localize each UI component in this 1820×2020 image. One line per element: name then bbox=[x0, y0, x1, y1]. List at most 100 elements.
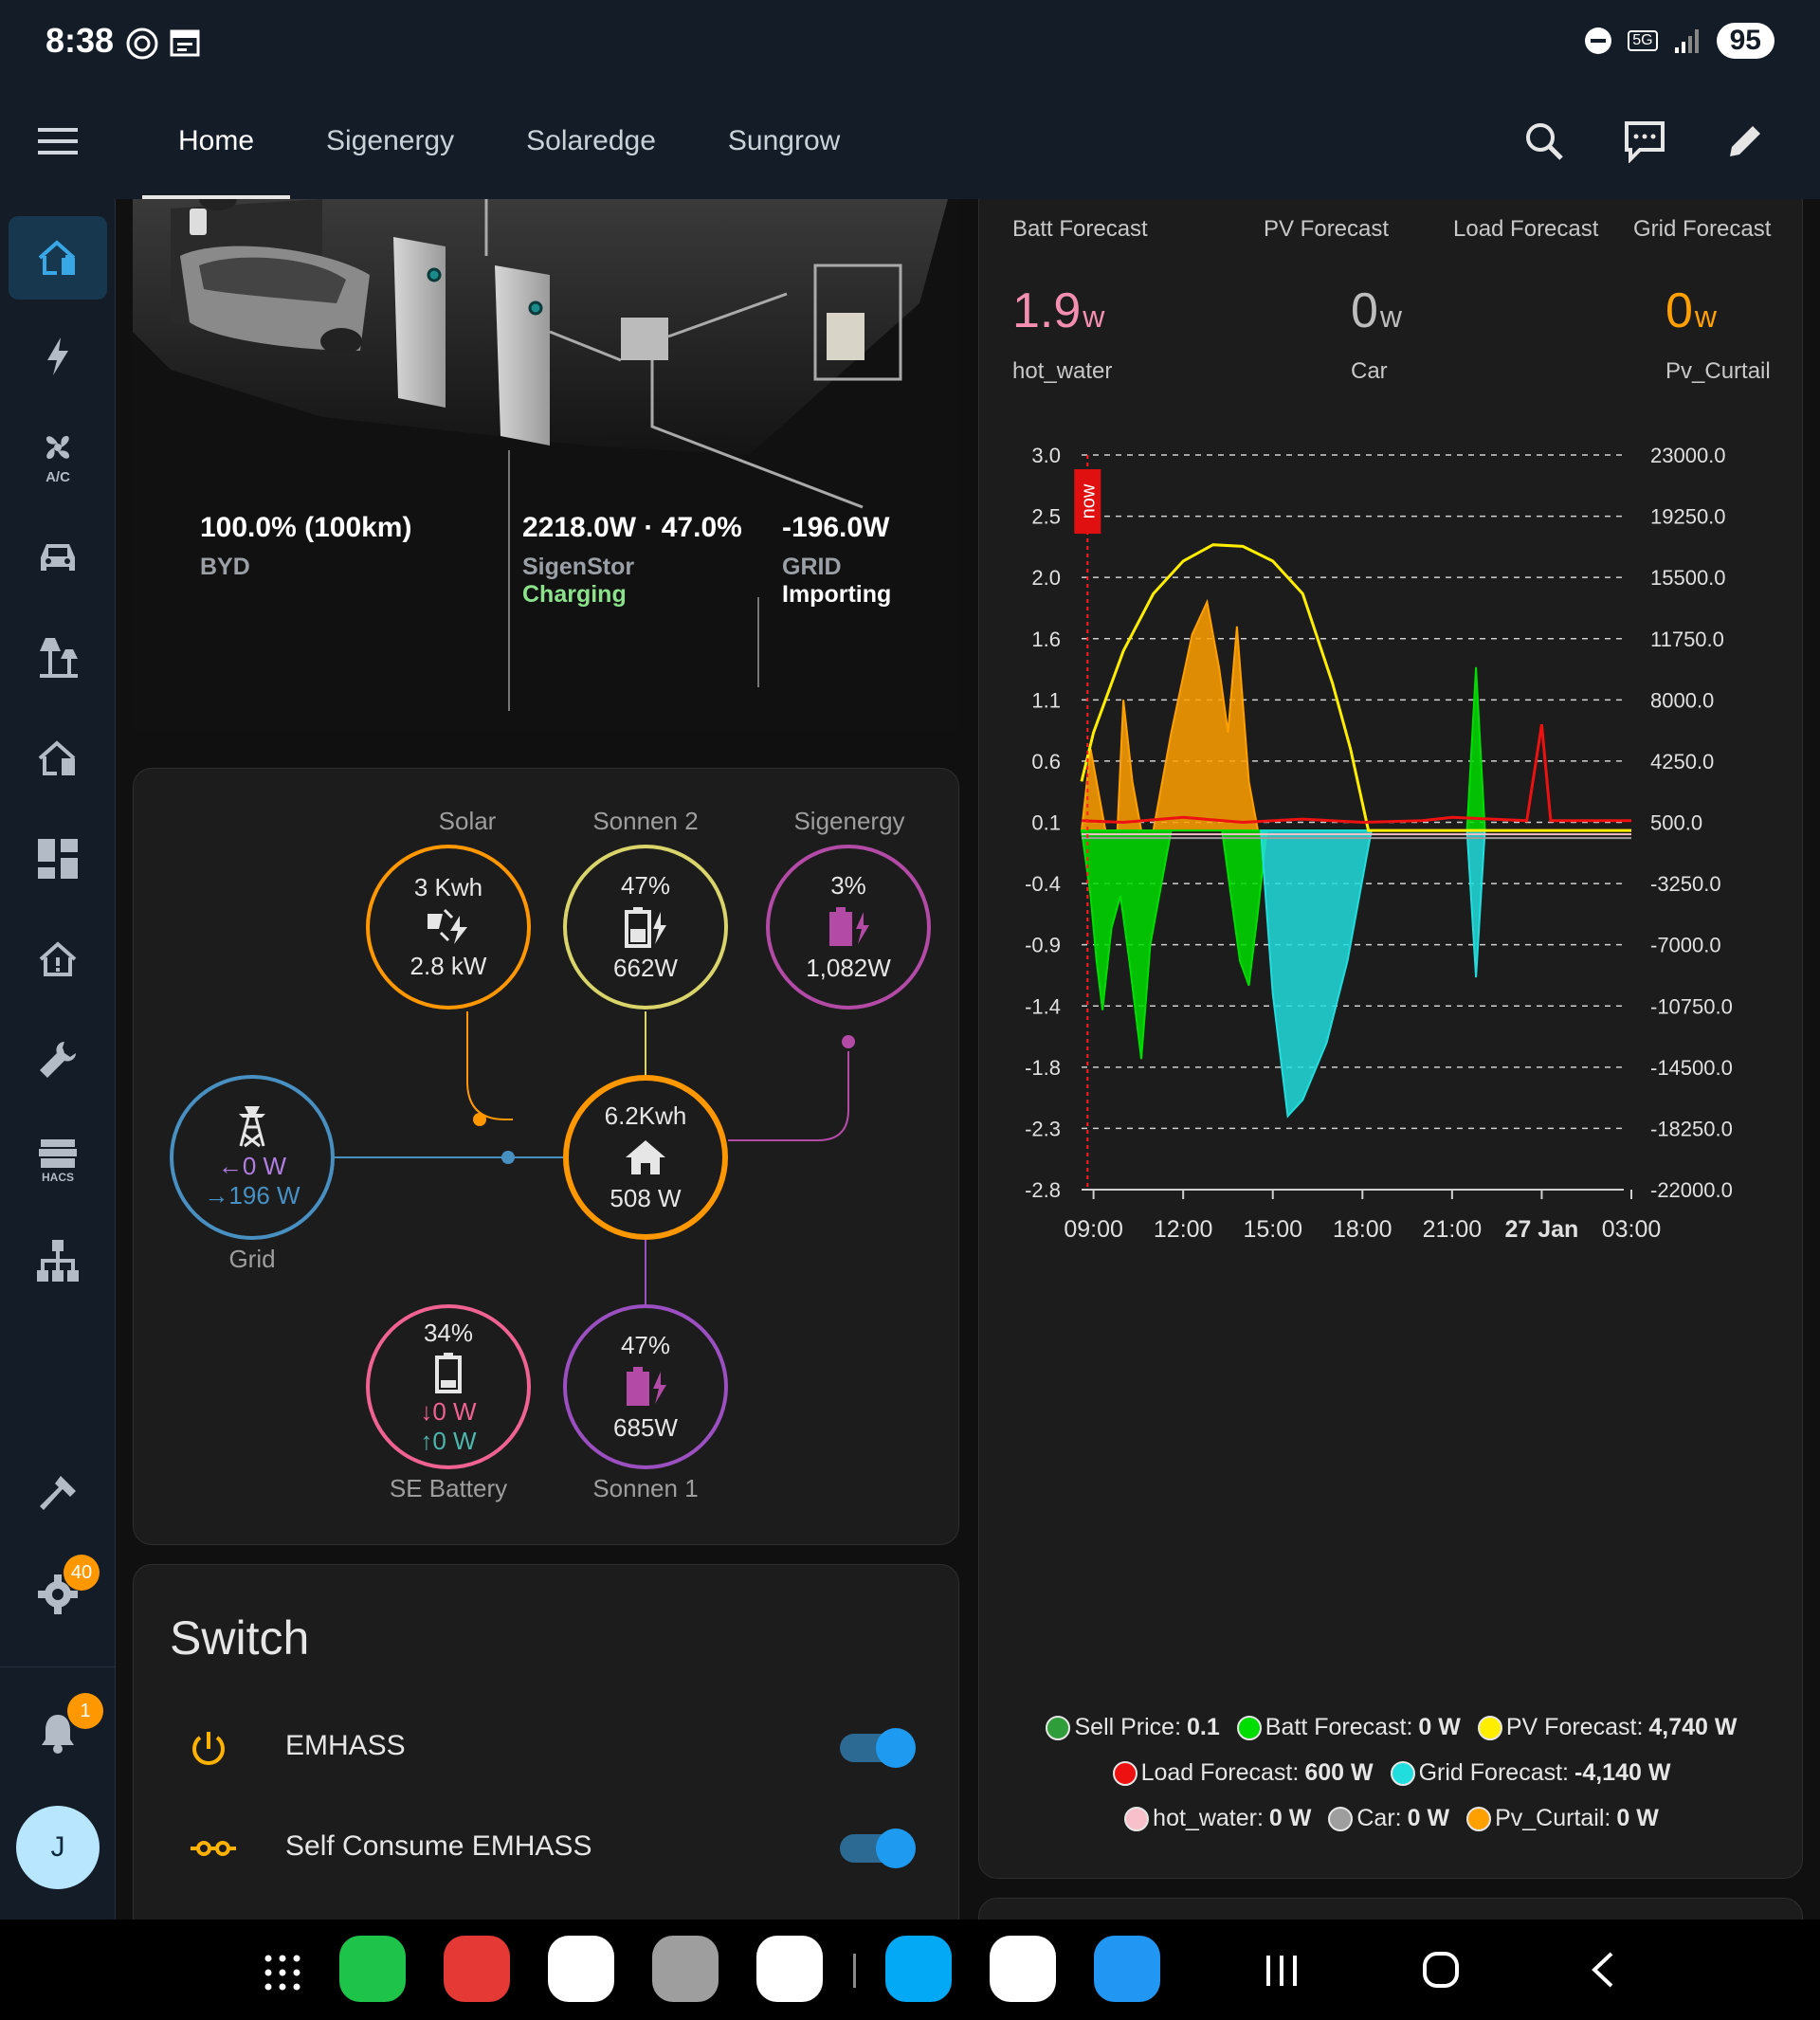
sidebar-item-hacs[interactable]: HACS bbox=[9, 1119, 107, 1202]
sonnen1-power: 685W bbox=[613, 1413, 678, 1442]
y-left-tick-label: 3.0 bbox=[1031, 444, 1061, 467]
sidebar-item-home-battery[interactable] bbox=[9, 717, 107, 800]
sidebar-item-home[interactable] bbox=[9, 216, 107, 300]
now-marker-badge bbox=[1074, 469, 1101, 534]
grid-in: ←0 W bbox=[217, 1152, 287, 1180]
hot-water-value: 1.9w bbox=[1012, 283, 1105, 338]
sidebar-item-network[interactable] bbox=[9, 1219, 107, 1302]
phone-app-icon[interactable] bbox=[339, 1936, 406, 2002]
home-battery-icon bbox=[38, 240, 76, 275]
home-nav-icon[interactable] bbox=[1422, 1951, 1460, 1989]
y-left-tick-label: 2.0 bbox=[1031, 566, 1061, 590]
solar-label: Solar bbox=[438, 807, 497, 835]
pv-curtail-value: 0w bbox=[1665, 283, 1718, 338]
y-right-tick-label: -7000.0 bbox=[1650, 934, 1721, 957]
legend-item-car[interactable]: Car:0 W bbox=[1328, 1805, 1449, 1832]
tab-sungrow[interactable]: Sungrow bbox=[692, 83, 876, 199]
sidebar-item-developer-tools[interactable] bbox=[9, 1452, 107, 1536]
se-battery-label: SE Battery bbox=[389, 1474, 508, 1502]
sidebar-item-ac[interactable]: A/C bbox=[9, 415, 107, 499]
y-right-tick-label: 4250.0 bbox=[1650, 750, 1714, 773]
sidebar-item-energy[interactable] bbox=[9, 315, 107, 398]
edit-button[interactable] bbox=[1718, 114, 1773, 169]
back-icon[interactable] bbox=[1589, 1951, 1617, 1989]
switch-row-self-consume: Self Consume EMHASS bbox=[134, 1800, 960, 1895]
home-icon bbox=[626, 1140, 665, 1174]
legend-item-batt-forecast[interactable]: Batt Forecast:0 W bbox=[1236, 1714, 1461, 1741]
app-drawer-icon[interactable] bbox=[264, 1954, 301, 1992]
edit-icon bbox=[1730, 126, 1760, 156]
legend-item-load-forecast[interactable]: Load Forecast:600 W bbox=[1112, 1759, 1374, 1787]
house-illustration bbox=[133, 199, 948, 711]
grid-forecast-area bbox=[1260, 829, 1486, 1119]
svg-text:HACS: HACS bbox=[42, 1171, 74, 1183]
now-marker-label: now bbox=[1078, 483, 1099, 519]
emhass-toggle[interactable] bbox=[840, 1728, 916, 1768]
x-tick-label: 12:00 bbox=[1154, 1216, 1213, 1243]
avatar[interactable]: J bbox=[16, 1806, 100, 1889]
menu-button[interactable] bbox=[0, 83, 116, 199]
load-forecast-line bbox=[1081, 723, 1631, 825]
x-tick-label: 27 Jan bbox=[1505, 1216, 1579, 1243]
legend-item-sell-price[interactable]: Sell Price:0.1 bbox=[1046, 1714, 1220, 1741]
legend-item-pv-curtail[interactable]: Pv_Curtail:0 W bbox=[1466, 1805, 1659, 1832]
sonnen2-label: Sonnen 2 bbox=[592, 807, 699, 835]
sidebar-item-settings[interactable]: 40 bbox=[9, 1553, 107, 1636]
svg-text:A/C: A/C bbox=[46, 469, 70, 483]
car-value: 0w bbox=[1351, 283, 1403, 338]
finder-app-icon[interactable] bbox=[652, 1936, 719, 2002]
se-battery-node[interactable]: 34% ↓0 W ↑0 W bbox=[366, 1304, 531, 1469]
weather-app-icon[interactable] bbox=[1094, 1936, 1160, 2002]
sidebar-item-home-alert[interactable] bbox=[9, 918, 107, 1001]
sidebar-item-tools[interactable] bbox=[9, 1018, 107, 1101]
power-icon bbox=[192, 1732, 225, 1765]
y-left-tick-label: -0.4 bbox=[1025, 872, 1061, 896]
chrome-app-icon[interactable] bbox=[756, 1936, 823, 2002]
sidebar-item-overview[interactable] bbox=[9, 817, 107, 901]
view-tabs: Home Sigenergy Solaredge Sungrow bbox=[142, 83, 876, 199]
gmail-app-icon[interactable] bbox=[990, 1936, 1056, 2002]
tab-sigenergy[interactable]: Sigenergy bbox=[290, 83, 490, 199]
x-tick-label: 09:00 bbox=[1064, 1216, 1123, 1243]
grid-metric: -196.0W GRID Importing bbox=[782, 512, 891, 609]
sonnen2-node[interactable]: 47% 662W bbox=[563, 845, 728, 1010]
top-app-bar: Home Sigenergy Solaredge Sungrow bbox=[0, 83, 1820, 199]
assist-icon bbox=[1625, 121, 1665, 163]
sonnen1-label: Sonnen 1 bbox=[592, 1474, 699, 1502]
sidebar-item-notifications[interactable]: 1 bbox=[9, 1691, 107, 1774]
self-consume-toggle[interactable] bbox=[840, 1829, 916, 1868]
legend-item-pv-forecast[interactable]: PV Forecast:4,740 W bbox=[1477, 1714, 1738, 1741]
solar-energy: 3 Kwh bbox=[413, 873, 483, 901]
card-title: Switch bbox=[170, 1611, 310, 1665]
tab-solaredge[interactable]: Solaredge bbox=[490, 83, 692, 199]
sidebar-item-car[interactable] bbox=[9, 516, 107, 599]
byd-value: 100.0% (100km) bbox=[200, 512, 412, 543]
legend-item-hot-water[interactable]: hot_water:0 W bbox=[1124, 1805, 1311, 1832]
solar-node[interactable]: 3 Kwh 2.8 kW bbox=[366, 845, 531, 1010]
target-icon bbox=[126, 27, 158, 60]
search-button[interactable] bbox=[1517, 114, 1572, 169]
messages-app-icon[interactable] bbox=[548, 1936, 614, 2002]
forecast-chart-card: Batt Forecast PV Forecast Load Forecast … bbox=[978, 199, 1803, 1879]
home-assistant-app-icon[interactable] bbox=[885, 1936, 952, 2002]
recents-icon[interactable] bbox=[1265, 1954, 1299, 1988]
battery-level: 95 bbox=[1716, 23, 1774, 59]
forecast-chart[interactable]: 3.0 23000.0 2.5 19250.0 2.0 15500.0 1.6 11750.0… bbox=[979, 199, 1804, 1716]
dashboard-icon bbox=[38, 839, 78, 879]
grid-node[interactable]: ←0 W →196 W bbox=[170, 1075, 335, 1240]
legend-item-grid-forecast[interactable]: Grid Forecast: -4,140 W bbox=[1390, 1759, 1670, 1787]
sonnen1-node[interactable]: 47% 685W bbox=[563, 1304, 728, 1469]
flow-lines bbox=[335, 1011, 855, 1304]
sigenergy-node[interactable]: 3% 1,082W bbox=[766, 845, 931, 1010]
legend-row: Load Forecast:600 W Grid Forecast: -4,140… bbox=[979, 1759, 1804, 1787]
sidebar-item-lights[interactable] bbox=[9, 616, 107, 700]
y-left-tick-label: 2.5 bbox=[1031, 505, 1061, 529]
assist-button[interactable] bbox=[1617, 114, 1672, 169]
contacts-app-icon[interactable] bbox=[444, 1936, 510, 2002]
tab-home[interactable]: Home bbox=[142, 83, 291, 199]
byd-label: BYD bbox=[200, 554, 250, 580]
home-node[interactable]: 6.2Kwh 508 W bbox=[563, 1075, 728, 1240]
calendar-icon bbox=[170, 29, 200, 57]
sigenergy-power: 1,082W bbox=[806, 954, 891, 982]
sidebar-divider bbox=[0, 1666, 116, 1667]
